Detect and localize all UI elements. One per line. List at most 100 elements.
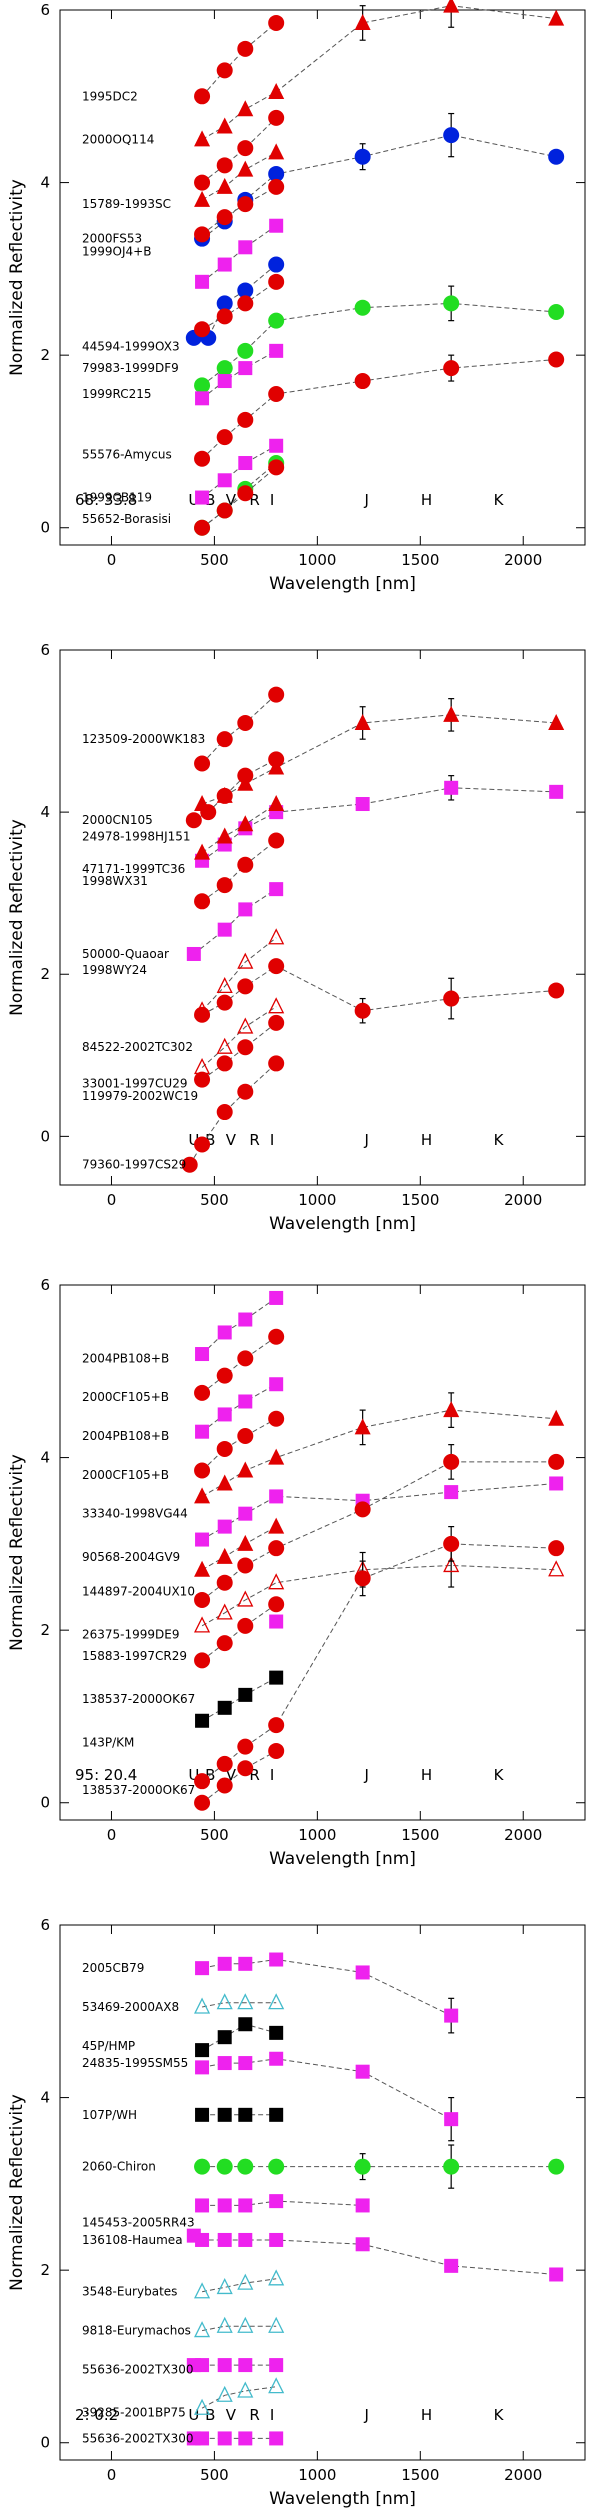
band-label: J	[364, 491, 369, 509]
data-point	[195, 2431, 210, 2446]
data-point	[217, 1325, 232, 1340]
band-label: J	[364, 1766, 369, 1784]
series-line	[201, 302, 557, 386]
data-point	[194, 1997, 211, 2014]
y-tick-label: 0	[40, 1794, 50, 1812]
data-point	[237, 2273, 254, 2290]
series-label: 1999CB119	[82, 491, 152, 505]
series-7: 144897-2004UX10	[82, 1517, 285, 1598]
data-point	[269, 1290, 284, 1305]
series-11: 79360-1997CS29	[82, 1055, 285, 1173]
y-tick-label: 6	[40, 641, 50, 659]
data-point	[238, 1506, 253, 1521]
series-line	[189, 1063, 277, 1165]
y-axis-title: Normalized Reflectivity	[7, 2094, 27, 2291]
data-point	[216, 1993, 233, 2010]
data-point	[268, 2316, 285, 2333]
data-point	[443, 127, 460, 144]
series-label: 2004PB108+B	[82, 1429, 169, 1443]
data-point	[216, 117, 233, 134]
y-tick-label: 4	[40, 174, 50, 192]
band-label: B	[205, 491, 215, 509]
data-point	[443, 2158, 460, 2175]
band-label: B	[205, 1131, 215, 1149]
series-line	[193, 2235, 557, 2275]
series-line	[201, 462, 277, 529]
series-line	[201, 134, 557, 240]
series-label: 2000CN105	[82, 813, 153, 827]
y-tick-label: 6	[40, 1276, 50, 1294]
series-3: 45P/HMP	[82, 2017, 284, 2058]
data-point	[194, 1652, 211, 1669]
series-label: 2005CB79	[82, 1961, 144, 1975]
data-point	[194, 88, 211, 105]
series-line	[201, 1543, 557, 1782]
band-label: U	[188, 2406, 199, 2424]
data-point	[194, 377, 211, 394]
series-label: 33001-1997CU29	[82, 1077, 187, 1091]
series-line	[201, 5, 557, 140]
band-label: K	[494, 2406, 505, 2424]
data-point	[195, 2043, 210, 2058]
series-line	[201, 714, 557, 805]
y-axis-title: Normalized Reflectivity	[7, 819, 27, 1016]
data-point	[355, 2198, 370, 2213]
data-point	[217, 922, 232, 937]
series-label: 55636-2002TX300	[82, 2431, 194, 2445]
series-line	[201, 2386, 277, 2409]
series-line	[202, 2325, 277, 2332]
data-point	[238, 2431, 253, 2446]
series-12	[194, 351, 565, 467]
data-point	[195, 1347, 210, 1362]
data-point	[217, 2056, 232, 2071]
data-point	[237, 1617, 254, 1634]
series-line	[201, 445, 277, 498]
data-point	[443, 295, 460, 312]
series-9: 33001-1997CU29	[82, 958, 565, 1091]
data-point	[238, 2107, 253, 2122]
data-point	[194, 321, 211, 338]
data-point	[355, 2064, 370, 2079]
y-tick-label: 6	[40, 1916, 50, 1934]
panel-3: 0 500 1000 1500 2000 0 2 4 6 Wavelength [nm] Norma…	[7, 1276, 586, 1869]
data-point	[443, 1535, 460, 1552]
data-point	[354, 373, 371, 390]
data-point	[237, 342, 254, 359]
data-point	[216, 1547, 233, 1564]
data-point	[237, 196, 254, 213]
panel-2: 0 500 1000 1500 2000 0 2 4 6 Wavelength [nm] Norma…	[7, 641, 586, 1234]
series-line	[201, 1022, 277, 1081]
series-label: 53469-2000AX8	[82, 2000, 179, 2014]
series-line	[201, 1383, 277, 1433]
data-point	[268, 1742, 285, 1759]
data-point	[443, 990, 460, 1007]
band-label: H	[421, 491, 432, 509]
y-tick-label: 2	[40, 965, 50, 983]
series-label: 3548-Eurybates	[82, 2285, 177, 2299]
data-point	[216, 1440, 233, 1457]
plot-frame	[59, 1924, 586, 2461]
data-point	[268, 1055, 285, 1072]
x-tick-label: 1000	[298, 551, 336, 569]
data-point	[238, 2017, 253, 2032]
data-point	[217, 2030, 232, 2045]
data-point	[195, 1713, 210, 1728]
data-point	[216, 308, 233, 325]
data-point	[354, 299, 371, 316]
series-label: 2060-Chiron	[82, 2160, 156, 2174]
series-label: 1999OJ4+B	[82, 245, 151, 259]
data-point	[194, 1384, 211, 1401]
data-point	[237, 2158, 254, 2175]
band-label: J	[364, 1131, 369, 1149]
data-point	[194, 174, 211, 191]
data-point	[216, 2158, 233, 2175]
data-point	[216, 731, 233, 748]
series-label: 26375-1999DE9	[82, 1627, 180, 1641]
data-point	[195, 2232, 210, 2247]
data-point	[216, 976, 233, 994]
data-point	[194, 1560, 211, 1577]
data-point	[548, 1540, 565, 1557]
series-line	[201, 225, 277, 283]
data-point	[237, 1039, 254, 1056]
data-point	[237, 282, 254, 299]
